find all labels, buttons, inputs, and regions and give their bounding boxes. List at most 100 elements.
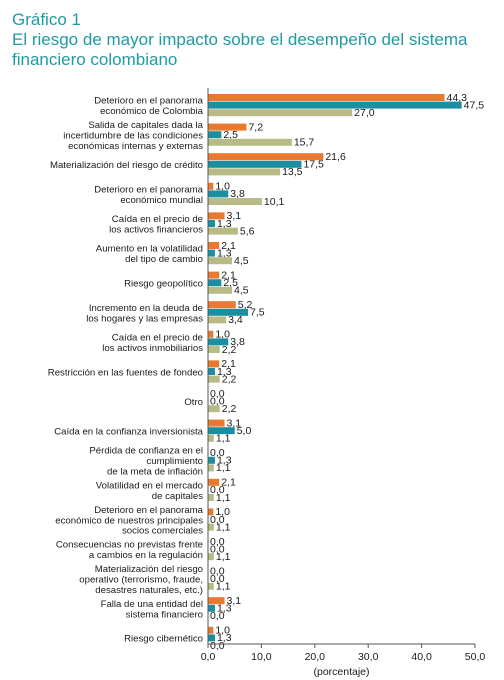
category-label-line: Deterioro en el panorama xyxy=(94,96,203,107)
bar-value-label: 2,5 xyxy=(223,129,238,141)
category-label-line: económico de nuestros principales xyxy=(55,515,203,526)
category-label: Materialización del riesgo de crédito xyxy=(50,160,203,171)
bar-value-label: 47,5 xyxy=(464,99,485,111)
category-label-line: cumplimiento xyxy=(146,456,203,467)
bar-value-label: 1,3 xyxy=(217,603,232,615)
x-tick-label: 50,0 xyxy=(465,651,486,663)
category-label: Deterioro en el panorama económico mundia… xyxy=(94,185,203,206)
bar-value-label: 2,2 xyxy=(222,344,237,356)
bar-value-label: 1,3 xyxy=(217,632,232,644)
chart-heading: Gráfico 1 El riesgo de mayor impacto sob… xyxy=(12,10,492,70)
bar-value-label: 0,0 xyxy=(210,395,225,407)
bar-value-label: 1,0 xyxy=(215,329,230,341)
bar-value-label: 0,0 xyxy=(210,484,225,496)
bar-3 xyxy=(208,198,262,205)
category-label-line: incertidumbre de las condiciones xyxy=(63,131,203,142)
bar-2 xyxy=(208,101,462,109)
bar-2 xyxy=(208,131,222,139)
bar-value-label: 1,1 xyxy=(216,581,231,593)
x-tick-label: 30,0 xyxy=(358,651,379,663)
bar-value-label: 0,0 xyxy=(210,447,225,459)
bar-1 xyxy=(208,360,220,368)
bar-value-label: 0,0 xyxy=(210,536,225,548)
bar-2 xyxy=(208,338,229,346)
bar-3 xyxy=(208,316,227,324)
bar-2 xyxy=(208,190,229,198)
category-label: Restricción en las fuentes de fondeo xyxy=(48,367,203,378)
category-label-line: Caída en el precio de xyxy=(112,333,203,344)
category-label: Caída en el precio de los activos inmobil… xyxy=(102,333,203,354)
bar-1 xyxy=(208,301,236,309)
bar-1 xyxy=(208,626,214,634)
bar-value-label: 27,0 xyxy=(354,107,375,119)
bar-3 xyxy=(208,227,238,235)
bar-value-label: 3,4 xyxy=(228,314,243,326)
bar-value-label: 1,0 xyxy=(215,625,230,637)
bar-value-label: 1,1 xyxy=(216,462,231,474)
category-label-line: Riesgo cibernético xyxy=(124,634,203,645)
bar-1 xyxy=(208,330,214,338)
bar-1 xyxy=(208,153,324,161)
bar-3 xyxy=(208,286,233,294)
bar-value-label: 3,1 xyxy=(227,417,242,429)
bar-value-label: 2,1 xyxy=(221,358,236,370)
bar-value-label: 5,0 xyxy=(237,425,252,437)
bar-2 xyxy=(208,634,215,642)
bar-value-label: 0,0 xyxy=(210,543,225,555)
bar-1 xyxy=(208,94,445,101)
bar-value-label: 1,3 xyxy=(217,218,232,230)
bar-1 xyxy=(208,271,220,279)
category-label-line: los activos financieros xyxy=(109,225,203,236)
bar-3 xyxy=(208,494,214,501)
bar-value-label: 0,0 xyxy=(210,640,225,652)
x-tick-label: 40,0 xyxy=(411,651,432,663)
category-label-line: a cambios en la regulación xyxy=(89,550,203,561)
category-label-line: Riesgo geopolítico xyxy=(124,279,203,290)
category-label-line: Falla de una entidad del xyxy=(101,599,203,610)
bar-value-label: 3,8 xyxy=(230,336,245,348)
bar-1 xyxy=(208,478,220,486)
bar-value-label: 13,5 xyxy=(282,166,303,178)
bar-3 xyxy=(208,168,281,176)
bar-value-label: 7,2 xyxy=(248,121,263,133)
category-label-line: Consecuencias no previstas frente xyxy=(56,540,203,551)
bar-value-label: 5,6 xyxy=(240,225,255,237)
bar-1 xyxy=(208,212,225,220)
category-label-line: los hogares y las empresas xyxy=(86,313,203,324)
bar-value-label: 0,0 xyxy=(210,388,225,400)
category-label: Salida de capitales dada la incertidumbre… xyxy=(63,120,203,152)
bar-2 xyxy=(208,308,249,316)
bar-value-label: 10,1 xyxy=(264,196,285,208)
category-label: Pérdida de confianza en el cumplimiento de… xyxy=(89,446,203,478)
category-label: Otro xyxy=(184,397,203,408)
category-label-line: económico mundial xyxy=(120,195,203,206)
x-tick-label: 0,0 xyxy=(201,651,216,663)
x-axis-label: (porcentaje) xyxy=(313,666,369,678)
bar-3 xyxy=(208,434,214,442)
category-label-line: Deterioro en el panorama xyxy=(94,505,203,516)
bar-3 xyxy=(208,582,214,590)
figure-label: Gráfico 1 xyxy=(12,10,81,29)
category-label-line: Caída en la confianza inversionista xyxy=(54,427,203,438)
category-label-line: Volatilidad en el mercado xyxy=(96,481,203,492)
bar-value-label: 21,6 xyxy=(325,151,346,163)
bar-value-label: 2,2 xyxy=(222,403,237,415)
bar-2 xyxy=(208,249,215,257)
bar-value-label: 1,3 xyxy=(217,366,232,378)
bar-value-label: 5,2 xyxy=(238,299,253,311)
bar-value-label: 3,8 xyxy=(230,188,245,200)
bar-value-label: 15,7 xyxy=(294,137,315,149)
bar-value-label: 1,1 xyxy=(216,551,231,563)
x-tick-label: 10,0 xyxy=(251,651,272,663)
x-tick-label: 20,0 xyxy=(305,651,326,663)
bar-3 xyxy=(208,346,220,353)
bar-value-label: 1,3 xyxy=(217,455,232,467)
bar-value-label: 4,5 xyxy=(234,285,249,297)
bar-value-label: 1,0 xyxy=(215,181,230,193)
bar-value-label: 3,1 xyxy=(227,595,242,607)
category-label-line: Materialización del riesgo de crédito xyxy=(50,160,203,171)
bar-3 xyxy=(208,138,292,146)
category-label: Deterioro en el panorama económico de nue… xyxy=(55,505,203,537)
bar-value-label: 1,1 xyxy=(216,492,231,504)
bar-value-label: 2,2 xyxy=(222,373,237,385)
